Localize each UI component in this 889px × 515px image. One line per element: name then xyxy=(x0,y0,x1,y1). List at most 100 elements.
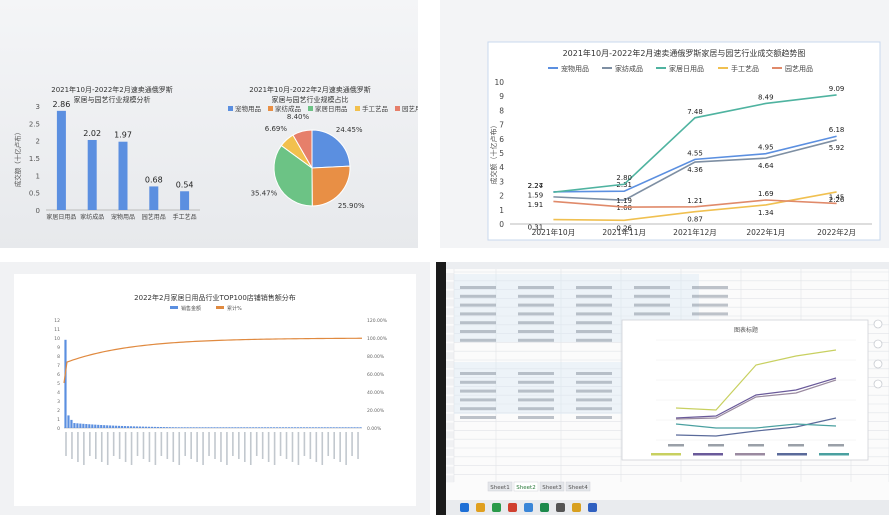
bar xyxy=(225,427,228,428)
x-tick-label-blur xyxy=(172,432,175,462)
row-header xyxy=(446,299,454,307)
bar xyxy=(314,427,317,428)
x-tick-label-blur xyxy=(668,444,684,447)
bar xyxy=(335,427,338,428)
bar xyxy=(344,427,347,428)
bar-value-label: 2.02 xyxy=(83,129,101,138)
bar-value-label: 2.86 xyxy=(52,100,70,109)
cell-value-blur xyxy=(518,294,554,298)
x-tick-label-blur xyxy=(160,432,163,456)
sheet-tab xyxy=(513,481,539,492)
x-tick-label-blur xyxy=(112,432,115,456)
bar xyxy=(70,419,73,428)
bar xyxy=(323,427,326,428)
x-tick-label-blur xyxy=(828,444,844,447)
bar xyxy=(177,427,180,428)
cell-value-blur xyxy=(518,372,554,375)
row-header xyxy=(446,475,454,483)
bar xyxy=(118,425,121,428)
data-label: 1.68 xyxy=(616,204,632,212)
taskbar-icon xyxy=(524,503,533,512)
data-label: 1.19 xyxy=(616,197,632,205)
bar xyxy=(88,424,91,428)
bar xyxy=(180,191,190,210)
bar xyxy=(353,427,356,428)
cell-value-blur xyxy=(576,321,612,325)
bar xyxy=(234,427,237,428)
legend-swatch xyxy=(268,106,273,111)
bar xyxy=(64,339,67,428)
x-tick-label: 2021年11月 xyxy=(602,227,646,237)
y-tick-label: 3 xyxy=(57,399,60,405)
data-label: 2.27 xyxy=(528,182,544,190)
x-tick-label-blur xyxy=(249,432,252,465)
x-tick-label-blur xyxy=(244,432,246,462)
y-tick-label: 3 xyxy=(499,177,504,186)
bar xyxy=(174,427,177,428)
x-tick-label-blur xyxy=(273,432,276,465)
data-label: 2.80 xyxy=(616,174,632,182)
bar xyxy=(153,426,156,428)
cell-value-blur xyxy=(576,372,612,375)
taskbar-icon xyxy=(508,503,517,512)
x-tick-label-blur xyxy=(285,432,288,459)
series-line xyxy=(553,139,837,201)
cell-value-blur xyxy=(460,286,496,289)
bar xyxy=(290,427,294,428)
legend-swatch xyxy=(170,306,178,309)
x-tick-label-blur xyxy=(214,432,216,459)
embedded-series-line xyxy=(675,417,837,437)
bar xyxy=(356,427,359,428)
y-tick-label: 10 xyxy=(494,78,504,87)
bar xyxy=(132,426,136,428)
row-header xyxy=(446,396,454,404)
bar xyxy=(299,427,302,428)
x-tick-label-blur xyxy=(309,432,312,459)
category-label: 手工艺品 xyxy=(173,213,197,221)
data-label: 0.31 xyxy=(528,224,544,232)
bar xyxy=(192,427,195,428)
x-tick-label-blur xyxy=(190,432,192,459)
embedded-chart-title: 图表标题 xyxy=(734,326,758,334)
cell-value-blur xyxy=(576,338,612,342)
data-label: 2.31 xyxy=(616,181,632,189)
x-tick-label-blur xyxy=(345,432,347,465)
x-tick-label-blur xyxy=(267,432,270,462)
bar xyxy=(311,427,314,428)
y-tick-label: 7 xyxy=(57,363,60,369)
taskbar-icon xyxy=(460,503,469,512)
cell-value-blur xyxy=(460,294,496,298)
cell-value-blur xyxy=(460,389,496,393)
row-header xyxy=(446,308,454,316)
bar xyxy=(195,427,198,428)
cell-value-blur xyxy=(518,330,554,333)
y2-tick-label: 40.00% xyxy=(367,390,385,396)
bar xyxy=(278,427,282,428)
x-tick-label-blur xyxy=(184,432,186,456)
chart-side-icon xyxy=(873,339,883,349)
bar xyxy=(79,423,82,428)
bar xyxy=(112,425,115,428)
bar xyxy=(222,427,225,428)
bar xyxy=(56,110,66,210)
row-header xyxy=(446,457,454,465)
chart-side-icon xyxy=(873,359,883,369)
bar xyxy=(129,426,133,428)
data-label: 5.92 xyxy=(829,144,845,152)
y-tick-label: 0 xyxy=(499,220,504,229)
data-label: 2.24 xyxy=(528,182,544,190)
cell-value-blur xyxy=(692,294,728,298)
y2-tick-label: 80.00% xyxy=(367,354,385,360)
bar xyxy=(243,427,246,428)
row-header xyxy=(446,334,454,342)
bar xyxy=(198,427,201,428)
x-tick-label-blur xyxy=(357,432,359,459)
bar xyxy=(293,427,297,428)
bar xyxy=(249,427,252,428)
bar xyxy=(135,426,139,428)
y2-tick-label: 100.00% xyxy=(367,336,388,342)
chart-side-icon xyxy=(873,379,883,389)
panel-scale-analysis: 2021年10月-2022年2月速卖通俄罗斯 家居与园艺行业规模分析 0 0.5 1 1.… xyxy=(0,0,418,248)
bar xyxy=(228,427,231,428)
